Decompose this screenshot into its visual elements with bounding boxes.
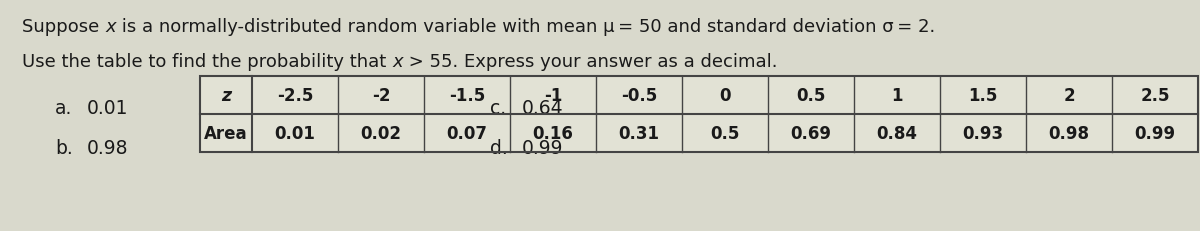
Text: 0.64: 0.64 — [522, 99, 564, 118]
Text: Suppose: Suppose — [22, 18, 106, 36]
Text: is a normally-distributed random variable with mean μ = 50 and standard deviatio: is a normally-distributed random variabl… — [115, 18, 935, 36]
Text: -2: -2 — [372, 87, 390, 105]
Text: 0.31: 0.31 — [618, 125, 660, 142]
Text: 0.98: 0.98 — [88, 138, 128, 157]
Text: 1.5: 1.5 — [968, 87, 997, 105]
Text: 1: 1 — [892, 87, 902, 105]
Text: -1.5: -1.5 — [449, 87, 485, 105]
Text: 0.93: 0.93 — [962, 125, 1003, 142]
Text: 0.02: 0.02 — [360, 125, 402, 142]
Text: 0: 0 — [719, 87, 731, 105]
Bar — [200, 77, 1198, 152]
Text: d.: d. — [490, 138, 508, 157]
Text: b.: b. — [55, 138, 73, 157]
Bar — [200, 77, 1198, 152]
Text: c.: c. — [490, 99, 506, 118]
Text: 0.07: 0.07 — [446, 125, 487, 142]
Text: x: x — [106, 18, 115, 36]
Text: 0.84: 0.84 — [876, 125, 918, 142]
Text: 0.98: 0.98 — [1049, 125, 1090, 142]
Text: 0.16: 0.16 — [533, 125, 574, 142]
Text: 0.99: 0.99 — [522, 138, 564, 157]
Text: a.: a. — [55, 99, 72, 118]
Text: 0.5: 0.5 — [710, 125, 739, 142]
Text: z: z — [221, 87, 232, 105]
Text: > 55. Express your answer as a decimal.: > 55. Express your answer as a decimal. — [403, 53, 778, 71]
Text: 0.01: 0.01 — [275, 125, 316, 142]
Text: Use the table to find the probability that: Use the table to find the probability th… — [22, 53, 392, 71]
Text: -2.5: -2.5 — [277, 87, 313, 105]
Text: 0.69: 0.69 — [791, 125, 832, 142]
Text: 0.5: 0.5 — [797, 87, 826, 105]
Text: -0.5: -0.5 — [620, 87, 658, 105]
Text: Area: Area — [204, 125, 248, 142]
Text: 0.99: 0.99 — [1134, 125, 1176, 142]
Text: x: x — [392, 53, 403, 71]
Text: -1: -1 — [544, 87, 562, 105]
Text: 2.5: 2.5 — [1140, 87, 1170, 105]
Text: 2: 2 — [1063, 87, 1075, 105]
Text: 0.01: 0.01 — [88, 99, 128, 118]
